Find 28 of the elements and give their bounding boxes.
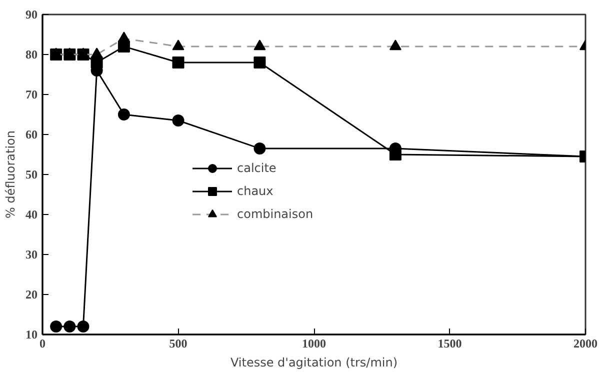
point: [254, 142, 266, 154]
y-axis-title: % défluoration: [4, 130, 18, 218]
point: [389, 148, 402, 160]
legend-label: chaux: [237, 184, 274, 198]
x-tick-label: 2000: [574, 336, 598, 350]
x-axis-title: Vitesse d'agitation (trs/min): [230, 356, 398, 370]
y-tick-label: 50: [26, 168, 38, 182]
x-tick-label: 0: [40, 336, 46, 350]
y-tick-label: 40: [26, 208, 38, 222]
y-tick-label: 30: [26, 248, 38, 262]
point: [254, 56, 266, 68]
x-tick-label: 1000: [302, 336, 326, 350]
point: [172, 114, 184, 126]
point: [172, 56, 184, 68]
y-tick-label: 90: [26, 8, 38, 22]
x-tick-label: 500: [169, 336, 188, 350]
legend-label: calcite: [237, 161, 276, 175]
point: [50, 320, 62, 332]
x-tick-label: 1500: [438, 336, 462, 350]
y-tick-label: 20: [26, 288, 38, 302]
y-tick-label: 60: [26, 128, 38, 142]
y-tick-label: 10: [26, 328, 38, 342]
point: [77, 320, 90, 332]
point: [118, 108, 130, 120]
point: [64, 320, 76, 332]
y-tick-label: 70: [26, 88, 38, 102]
y-tick-label: 80: [26, 48, 38, 62]
legend-label: combinaison: [237, 207, 314, 221]
